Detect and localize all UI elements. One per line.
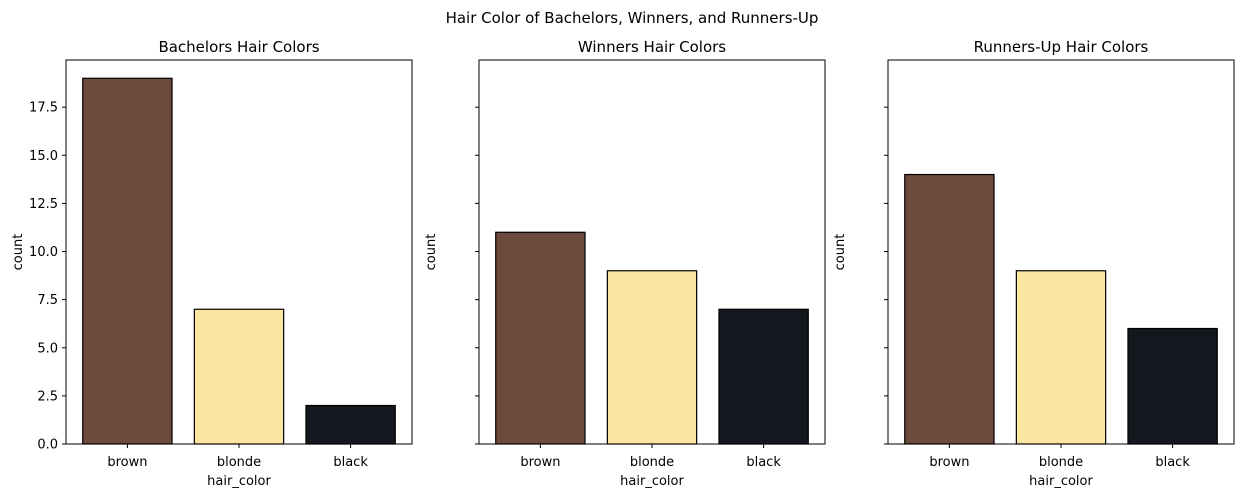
y-axis-label: count (424, 234, 439, 271)
axes-frame (478, 59, 826, 445)
chart-title: Winners Hair Colors (578, 38, 726, 56)
y-axis-label: count (11, 234, 26, 271)
bar-blonde (606, 270, 698, 445)
axes-frame (887, 59, 1235, 445)
bar-black (718, 308, 809, 445)
bar-brown (495, 231, 586, 445)
y-tick-label: 7.5 (37, 293, 58, 308)
x-tick-label: blonde (217, 455, 261, 470)
y-tick-label: 2.5 (37, 389, 58, 404)
bar-black (305, 404, 396, 445)
x-tick-label: black (746, 455, 781, 470)
y-axis-label: count (833, 234, 848, 271)
chart-panels: Bachelors Hair Colors brown blonde black 0.0… (11, 38, 1235, 489)
y-tick-label: 5.0 (37, 341, 58, 356)
chart-title: Runners-Up Hair Colors (974, 38, 1149, 56)
axes-frame (65, 59, 413, 445)
bar-blonde (193, 308, 285, 445)
chart-panel-2: Winners Hair Colors brown blonde black hair_… (424, 38, 826, 489)
x-tick-label: blonde (1039, 455, 1083, 470)
x-tick-label: brown (107, 455, 147, 470)
bar-brown (904, 173, 995, 445)
x-tick-label: brown (520, 455, 560, 470)
x-tick-label: blonde (630, 455, 674, 470)
y-tick-label: 0.0 (37, 438, 58, 453)
x-tick-label: black (1155, 455, 1190, 470)
x-axis-label: hair_color (1029, 474, 1093, 489)
y-tick-label: 17.5 (29, 101, 58, 116)
x-axis-label: hair_color (620, 474, 684, 489)
y-tick-label: 12.5 (29, 197, 58, 212)
chart-panel-3: Runners-Up Hair Colors brown blonde black ha… (833, 38, 1235, 489)
chart-title: Bachelors Hair Colors (158, 38, 319, 56)
x-tick-label: black (333, 455, 368, 470)
y-tick-label: 15.0 (29, 149, 58, 164)
bar-black (1127, 327, 1218, 445)
x-axis-label: hair_color (207, 474, 271, 489)
bar-blonde (1015, 270, 1107, 445)
x-tick-label: brown (929, 455, 969, 470)
y-tick-label: 10.0 (29, 245, 58, 260)
figure-suptitle: Hair Color of Bachelors, Winners, and Ru… (446, 9, 819, 27)
chart-panel-1: Bachelors Hair Colors brown blonde black 0.0… (11, 38, 413, 489)
bar-brown (82, 77, 173, 445)
